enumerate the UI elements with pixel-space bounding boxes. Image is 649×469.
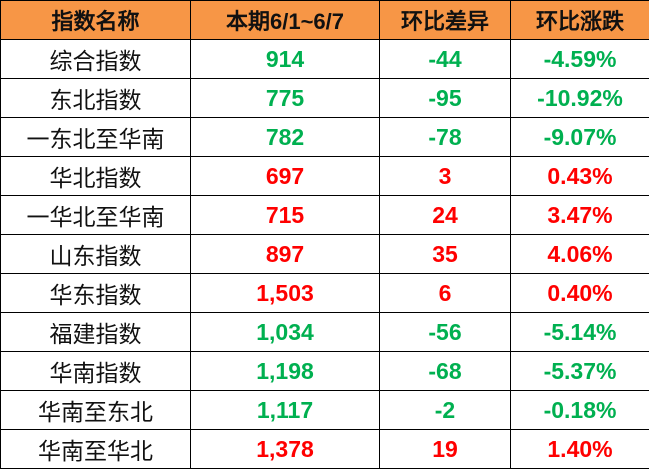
pct-cell: -9.07% [511, 118, 649, 157]
value-cell: 697 [191, 157, 380, 196]
pct-cell: -5.14% [511, 313, 649, 352]
value-cell: 1,503 [191, 274, 380, 313]
name-cell: 华北指数 [1, 157, 191, 196]
name-cell: 山东指数 [1, 235, 191, 274]
value-cell: 1,378 [191, 430, 380, 469]
name-cell: 华南至东北 [1, 391, 191, 430]
name-cell: 综合指数 [1, 40, 191, 79]
pct-cell: -0.18% [511, 391, 649, 430]
name-cell: 一华北至华南 [1, 196, 191, 235]
diff-cell: 3 [380, 157, 511, 196]
value-cell: 715 [191, 196, 380, 235]
diff-cell: 19 [380, 430, 511, 469]
diff-cell: 24 [380, 196, 511, 235]
diff-cell: -95 [380, 79, 511, 118]
value-cell: 775 [191, 79, 380, 118]
header-pct: 环比涨跌 [511, 1, 649, 40]
value-cell: 897 [191, 235, 380, 274]
pct-cell: 4.06% [511, 235, 649, 274]
pct-cell: -5.37% [511, 352, 649, 391]
name-cell: 华东指数 [1, 274, 191, 313]
diff-cell: -2 [380, 391, 511, 430]
value-cell: 1,198 [191, 352, 380, 391]
header-row: 指数名称 本期6/1~6/7 环比差异 环比涨跌 [1, 1, 649, 40]
value-cell: 1,034 [191, 313, 380, 352]
pct-cell: 1.40% [511, 430, 649, 469]
diff-cell: 6 [380, 274, 511, 313]
value-cell: 782 [191, 118, 380, 157]
pct-cell: -4.59% [511, 40, 649, 79]
diff-cell: -78 [380, 118, 511, 157]
value-cell: 914 [191, 40, 380, 79]
name-cell: 东北指数 [1, 79, 191, 118]
diff-cell: -44 [380, 40, 511, 79]
pct-cell: 0.40% [511, 274, 649, 313]
name-cell: 华南至华北 [1, 430, 191, 469]
name-cell: 福建指数 [1, 313, 191, 352]
name-cell: 华南指数 [1, 352, 191, 391]
pct-cell: -10.92% [511, 79, 649, 118]
value-cell: 1,117 [191, 391, 380, 430]
diff-cell: -56 [380, 313, 511, 352]
header-diff: 环比差异 [380, 1, 511, 40]
diff-cell: -68 [380, 352, 511, 391]
header-name: 指数名称 [1, 1, 191, 40]
header-value: 本期6/1~6/7 [191, 1, 380, 40]
name-cell: 一东北至华南 [1, 118, 191, 157]
pct-cell: 3.47% [511, 196, 649, 235]
diff-cell: 35 [380, 235, 511, 274]
pct-cell: 0.43% [511, 157, 649, 196]
